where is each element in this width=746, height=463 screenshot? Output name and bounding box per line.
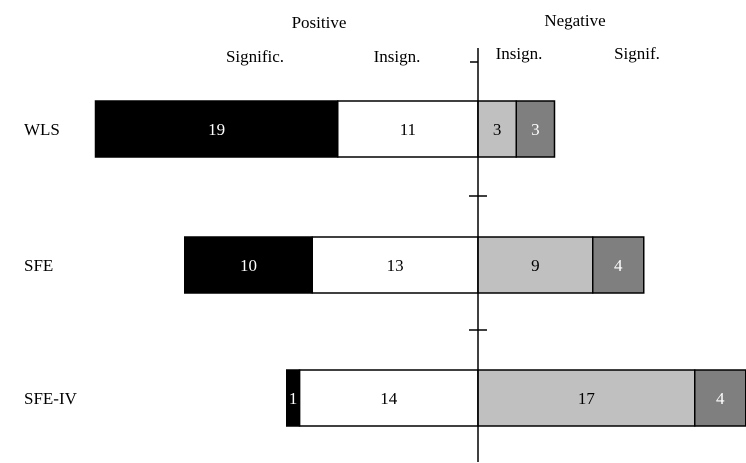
bar-wls-series-3 xyxy=(515,100,556,158)
category-label-sfe-iv: SFE-IV xyxy=(24,389,78,408)
bar-label-wls-series-0: 19 xyxy=(208,120,225,139)
bar-sfe-iv-series-0 xyxy=(286,369,301,427)
bar-label-sfe-iv-series-1: 14 xyxy=(380,389,398,408)
legend-label-series-1: Insign. xyxy=(374,47,421,66)
bar-label-wls-series-2: 3 xyxy=(493,120,502,139)
bar-label-sfe-series-1: 13 xyxy=(387,256,404,275)
bar-label-sfe-iv-series-0: 1 xyxy=(289,389,298,408)
bar-label-wls-series-1: 11 xyxy=(400,120,416,139)
bar-label-sfe-series-0: 10 xyxy=(240,256,257,275)
bar-label-sfe-series-2: 9 xyxy=(531,256,540,275)
bar-sfe-series-3 xyxy=(592,236,645,294)
legend-label-series-2: Insign. xyxy=(496,44,543,63)
bar-sfe-iv-series-3 xyxy=(694,369,746,427)
bar-wls-series-1 xyxy=(337,100,479,158)
legend-label-series-0: Signific. xyxy=(226,47,284,66)
category-label-wls: WLS xyxy=(24,120,60,139)
bar-wls-series-2 xyxy=(477,100,517,158)
bar-wls-series-0 xyxy=(94,100,339,158)
bar-sfe-series-2 xyxy=(477,236,594,294)
bar-label-sfe-iv-series-3: 4 xyxy=(716,389,725,408)
header-positive: Positive xyxy=(292,13,347,32)
bar-label-sfe-iv-series-2: 17 xyxy=(578,389,596,408)
bar-sfe-series-0 xyxy=(184,236,313,294)
header-negative: Negative xyxy=(544,11,605,30)
legend-label-series-3: Signif. xyxy=(614,44,660,63)
bar-sfe-series-1 xyxy=(311,236,479,294)
bar-sfe-iv-series-2 xyxy=(477,369,696,427)
bar-label-wls-series-3: 3 xyxy=(531,120,540,139)
category-label-sfe: SFE xyxy=(24,256,53,275)
bar-label-sfe-series-3: 4 xyxy=(614,256,623,275)
